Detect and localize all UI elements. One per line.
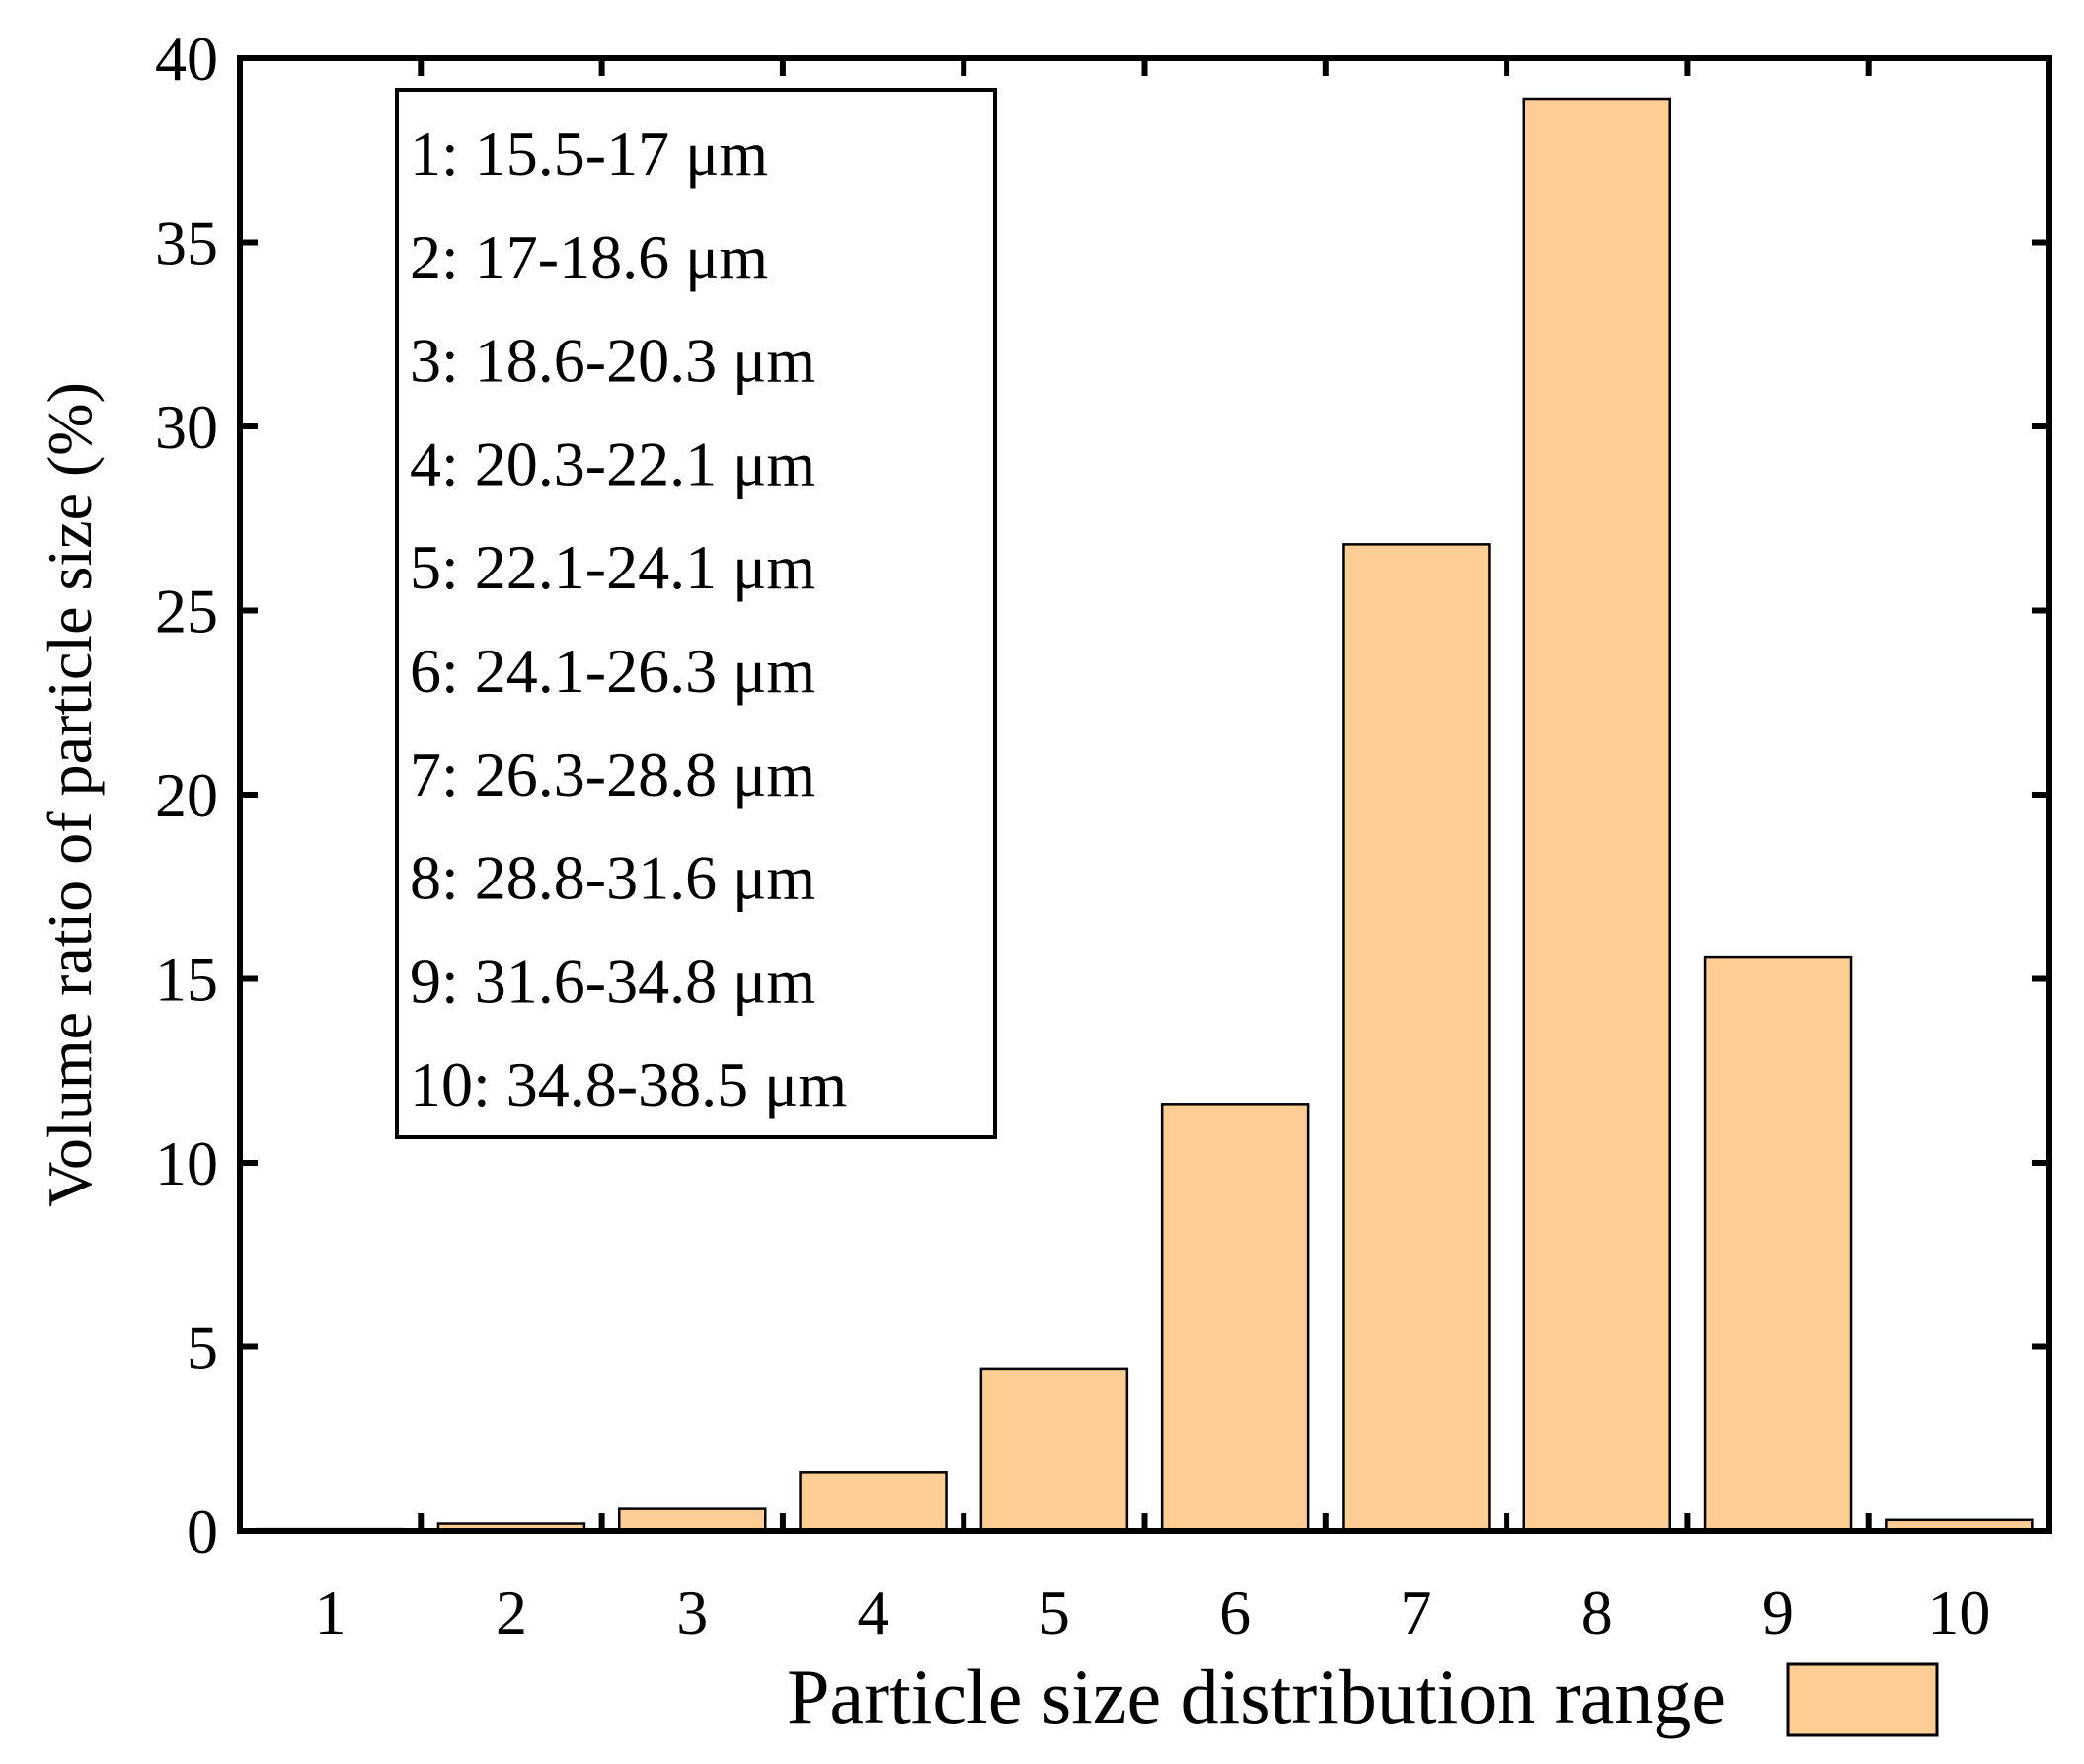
x-tick-label: 8 [1582, 1577, 1613, 1648]
annotation-line: 1: 15.5-17 μm [410, 118, 768, 189]
annotation-line: 3: 18.6-20.3 μm [410, 326, 815, 396]
bar-7 [1342, 543, 1491, 1533]
plot-frame [237, 55, 2052, 1534]
bar-4 [799, 1471, 948, 1533]
x-tick-label: 1 [315, 1577, 347, 1648]
bar-5 [979, 1367, 1129, 1533]
y-tick-label: 35 [155, 208, 218, 278]
y-axis-label: Volume ratio of particle size (%) [35, 382, 105, 1207]
x-tick-label: 2 [496, 1577, 527, 1648]
x-tick-label: 5 [1039, 1577, 1070, 1648]
x-tick-label: 10 [1927, 1577, 1990, 1648]
annotation-line: 2: 17-18.6 μm [410, 222, 768, 292]
y-tick-label: 5 [187, 1313, 218, 1383]
bar-8 [1522, 97, 1671, 1533]
annotation-line: 6: 24.1-26.3 μm [410, 636, 815, 706]
y-tick-label: 25 [155, 576, 218, 647]
bars-group [256, 97, 2034, 1533]
bar-3 [618, 1507, 767, 1533]
x-axis-ticks: 1 2 3 4 5 6 7 8 9 10 [315, 58, 1990, 1648]
annotation-line: 10: 34.8-38.5 μm [410, 1049, 847, 1119]
x-tick-label: 4 [858, 1577, 889, 1648]
y-tick-label: 20 [155, 760, 218, 830]
y-tick-label: 10 [155, 1128, 218, 1198]
annotation-line: 7: 26.3-28.8 μm [410, 739, 815, 809]
annotation-box-border [395, 88, 997, 1139]
bar-6 [1160, 1103, 1310, 1533]
range-annotation-box: 1: 15.5-17 μm 2: 17-18.6 μm 3: 18.6-20.3 μ… [395, 88, 997, 1139]
annotation-line: 9: 31.6-34.8 μm [410, 946, 815, 1016]
x-tick-label: 6 [1219, 1577, 1251, 1648]
x-axis-label: Particle size distribution range [787, 1653, 1726, 1739]
x-tick-label: 7 [1400, 1577, 1431, 1648]
x-tick-label: 3 [676, 1577, 708, 1648]
annotation-line: 8: 28.8-31.6 μm [410, 843, 815, 913]
y-tick-label: 0 [187, 1496, 218, 1567]
y-tick-label: 40 [155, 24, 218, 94]
annotation-line: 5: 22.1-24.1 μm [410, 532, 815, 602]
bar-9 [1703, 955, 1853, 1533]
annotation-lines: 1: 15.5-17 μm 2: 17-18.6 μm 3: 18.6-20.3 μ… [410, 118, 847, 1119]
annotation-line: 4: 20.3-22.1 μm [410, 428, 815, 499]
legend-swatch [1786, 1662, 1939, 1737]
x-tick-label: 9 [1762, 1577, 1794, 1648]
y-tick-label: 15 [155, 945, 218, 1015]
y-tick-label: 30 [155, 392, 218, 462]
